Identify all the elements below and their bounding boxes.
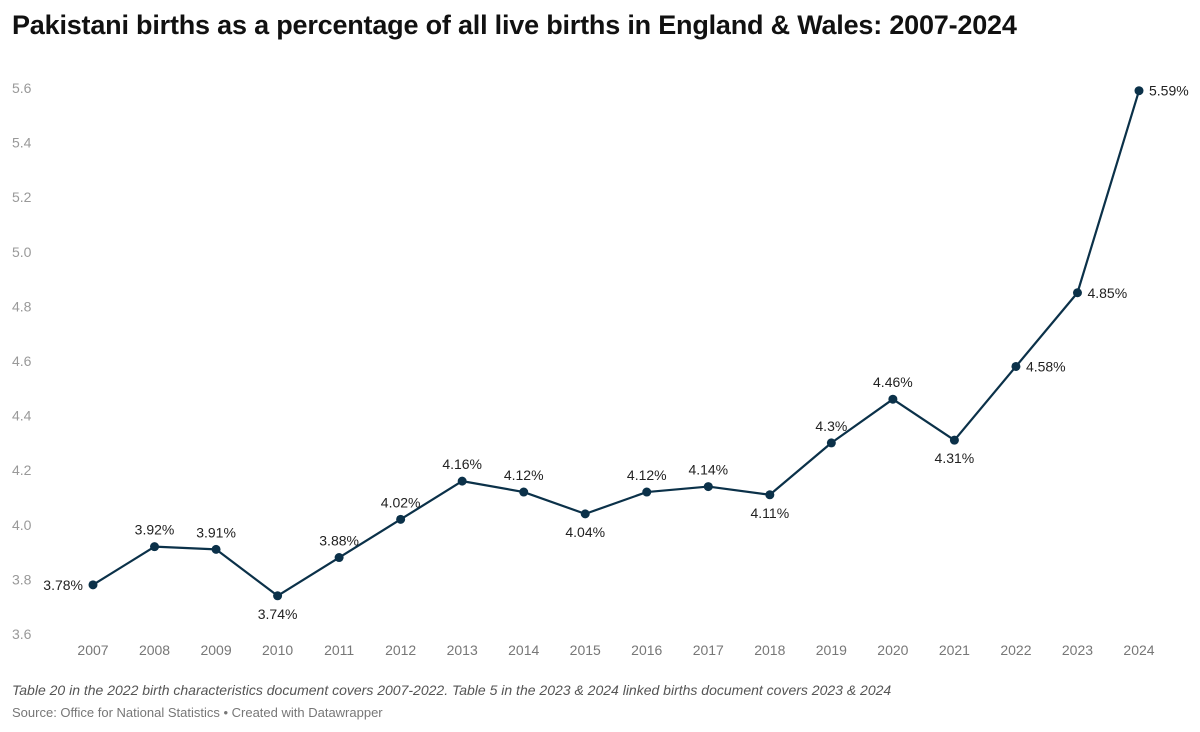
x-tick-label: 2010 [262,642,293,658]
data-label: 4.12% [627,467,667,483]
data-point [396,514,406,524]
data-points [88,86,1144,601]
y-tick-label: 4.2 [12,462,32,478]
data-label: 4.11% [750,505,789,521]
data-point [1072,288,1082,298]
data-label: 4.85% [1087,285,1127,301]
data-label: 4.04% [565,524,605,540]
y-tick-label: 4.4 [12,408,32,424]
data-label: 4.14% [688,462,728,478]
data-point [765,490,775,500]
x-tick-label: 2018 [754,642,785,658]
data-point [211,544,221,554]
x-axis: 2007 2008 2009 2010 2011 2012 2013 2014 2015 2016… [77,642,1154,658]
data-label: 4.31% [935,450,975,466]
y-tick-label: 3.6 [12,626,32,642]
source-credit: Source: Office for National Statistics •… [12,705,383,720]
data-label: 3.91% [196,524,236,540]
footnote: Table 20 in the 2022 birth characteristi… [12,682,892,698]
data-point [519,487,529,497]
data-point [88,580,98,590]
y-tick-label: 3.8 [12,571,32,587]
x-tick-label: 2015 [570,642,601,658]
x-tick-label: 2019 [816,642,847,658]
y-tick-label: 4.0 [12,517,32,533]
data-label: 3.78% [43,577,83,593]
x-tick-label: 2014 [508,642,539,658]
y-tick-label: 5.6 [12,80,32,96]
y-tick-label: 4.8 [12,298,32,314]
x-tick-label: 2013 [447,642,478,658]
data-point [334,553,344,563]
data-label: 4.46% [873,374,913,390]
data-point [949,435,959,445]
data-point [826,438,836,448]
data-label: 3.92% [135,522,175,538]
data-point [642,487,652,497]
series-line [92,90,1141,597]
data-label: 4.12% [504,467,544,483]
x-tick-label: 2023 [1062,642,1093,658]
data-point [150,542,160,552]
y-tick-label: 5.0 [12,244,32,260]
data-point [1011,361,1021,371]
x-tick-label: 2012 [385,642,416,658]
data-label: 4.02% [381,494,421,510]
data-point [703,482,713,492]
x-tick-label: 2022 [1000,642,1031,658]
y-tick-label: 4.6 [12,353,32,369]
data-point [888,394,898,404]
data-label: 4.3% [815,418,847,434]
data-label: 5.59% [1149,83,1189,99]
x-tick-label: 2009 [200,642,231,658]
data-labels: 3.78% 3.92% 3.91% 3.74% 3.88% 4.02% 4.16% 4.12%… [43,83,1188,622]
chart-title: Pakistani births as a percentage of all … [12,10,1017,40]
x-tick-label: 2021 [939,642,970,658]
x-tick-label: 2007 [77,642,108,658]
data-point [273,591,283,601]
data-point [580,509,590,519]
data-label: 3.88% [319,533,359,549]
data-point [457,476,467,486]
x-tick-label: 2017 [693,642,724,658]
y-axis: 3.6 3.8 4.0 4.2 4.4 4.6 4.8 5.0 5.2 5.4 5.6 [12,80,32,642]
x-tick-label: 2011 [324,642,354,658]
x-tick-label: 2020 [877,642,908,658]
x-tick-label: 2016 [631,642,662,658]
data-point [1134,86,1144,96]
data-label: 3.74% [258,606,298,622]
x-tick-label: 2024 [1123,642,1154,658]
data-label: 4.58% [1026,358,1066,374]
series-line-group [92,90,1141,597]
x-tick-label: 2008 [139,642,170,658]
data-label: 4.16% [442,456,482,472]
y-tick-label: 5.2 [12,189,32,205]
y-tick-label: 5.4 [12,135,32,151]
